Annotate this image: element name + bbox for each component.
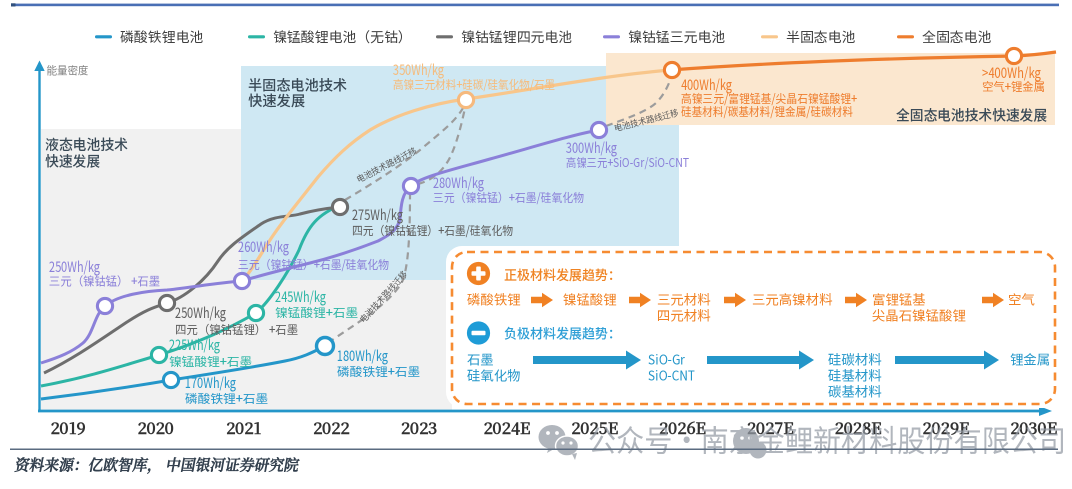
svg-text:275Wh/kg: 275Wh/kg [352,205,404,225]
svg-text:镍锰酸锂: 镍锰酸锂 [563,289,617,309]
svg-text:碳基材料: 碳基材料 [828,381,882,401]
svg-text:空气: 空气 [1008,289,1035,309]
svg-text:SiO-CNT: SiO-CNT [648,365,695,385]
svg-text:半固态电池技术: 半固态电池技术 [248,75,347,96]
svg-text:280Wh/kg: 280Wh/kg [433,173,485,193]
svg-text:170Wh/kg: 170Wh/kg [185,373,237,393]
svg-text:180Wh/kg: 180Wh/kg [337,346,389,366]
svg-text:负极材料发展趋势：: 负极材料发展趋势： [504,323,621,343]
svg-text:锂金属: 锂金属 [1010,349,1050,369]
svg-text:300Wh/kg: 300Wh/kg [566,138,618,158]
svg-text:富锂锰基: 富锂锰基 [872,289,926,309]
svg-text:空气+锂金属: 空气+锂金属 [982,78,1045,95]
svg-text:三元（镍钴锰）+石墨/硅氧化物: 三元（镍钴锰）+石墨/硅氧化物 [433,189,585,206]
svg-text:半固态电池: 半固态电池 [786,27,856,47]
svg-text:三元高镍材料: 三元高镍材料 [752,289,832,309]
svg-text:公众号·南京金鲤新材料股份有限公司: 公众号·南京金鲤新材料股份有限公司 [588,417,1066,461]
svg-text:2030E: 2030E [1010,416,1057,439]
svg-text:三元（镍钴锰）+石墨/硅氧化物: 三元（镍钴锰）+石墨/硅氧化物 [238,256,390,273]
svg-text:高镍三元+SiO-Gr/SiO-CNT: 高镍三元+SiO-Gr/SiO-CNT [566,154,689,171]
svg-text:磷酸铁锂: 磷酸铁锂 [467,289,521,309]
svg-text:镍钴锰锂四元电池: 镍钴锰锂四元电池 [461,27,572,47]
svg-text:快速发展: 快速发展 [248,90,305,111]
svg-text:高镍三元/富锂锰基/尖晶石镍锰酸锂+: 高镍三元/富锂锰基/尖晶石镍锰酸锂+ [681,90,857,107]
svg-text:快速发展: 快速发展 [45,151,100,172]
svg-text:2025E: 2025E [571,416,618,439]
svg-text:能量密度: 能量密度 [47,63,89,79]
svg-text:四元（镍钴锰锂）+石墨/硅氧化物: 四元（镍钴锰锂）+石墨/硅氧化物 [352,222,514,239]
svg-text:高镍三元材料+硅碳/硅氧化物/石墨: 高镍三元材料+硅碳/硅氧化物/石墨 [393,76,555,93]
svg-text:资料来源：亿欧智库， 中国银河证券研究院: 资料来源：亿欧智库， 中国银河证券研究院 [13,454,301,476]
svg-text:四元材料: 四元材料 [657,305,711,325]
svg-text:2023: 2023 [401,416,437,439]
svg-text:250Wh/kg: 250Wh/kg [49,257,101,277]
svg-text:镍锰酸锂电池（无钴）: 镍锰酸锂电池（无钴） [273,27,412,47]
svg-text:硅基材料: 硅基材料 [828,365,882,385]
svg-text:四元（镍钴锰锂） +石墨: 四元（镍钴锰锂） +石墨 [175,321,298,338]
svg-text:SiO-Gr: SiO-Gr [648,349,685,369]
svg-text:液态电池技术: 液态电池技术 [45,134,128,155]
svg-text:镍钴锰三元电池: 镍钴锰三元电池 [628,27,725,47]
svg-text:250Wh/kg: 250Wh/kg [175,303,227,323]
svg-text:镍锰酸锂+石墨: 镍锰酸锂+石墨 [169,353,252,370]
svg-text:磷酸铁锂电池: 磷酸铁锂电池 [120,27,203,47]
svg-text:尖晶石镍锰酸锂: 尖晶石镍锰酸锂 [872,305,966,325]
svg-text:260Wh/kg: 260Wh/kg [238,237,290,257]
svg-text:磷酸铁锂+石墨: 磷酸铁锂+石墨 [185,390,268,407]
svg-text:全固态电池技术快速发展: 全固态电池技术快速发展 [896,105,1047,126]
svg-text:2019: 2019 [51,416,86,439]
svg-text:2024E: 2024E [484,416,531,439]
svg-text:350Wh/kg: 350Wh/kg [393,60,445,80]
svg-text:三元（镍钴锰） +石墨: 三元（镍钴锰） +石墨 [49,273,160,290]
svg-text:三元材料: 三元材料 [657,289,711,309]
svg-text:硅基材料/碳基材料/锂金属/硅碳材料: 硅基材料/碳基材料/锂金属/硅碳材料 [681,103,853,120]
svg-text:磷酸铁锂+石墨: 磷酸铁锂+石墨 [337,363,420,380]
svg-text:245Wh/kg: 245Wh/kg [275,287,327,307]
svg-text:2027E: 2027E [747,416,794,439]
svg-text:2028E: 2028E [835,416,882,439]
svg-text:2022: 2022 [313,416,349,439]
svg-text:2020: 2020 [138,416,174,439]
svg-text:硅碳材料: 硅碳材料 [828,349,882,369]
svg-text:>400Wh/kg: >400Wh/kg [982,63,1042,83]
svg-text:2026E: 2026E [659,416,706,439]
svg-text:硅氧化物: 硅氧化物 [467,365,521,385]
svg-text:400Wh/kg: 400Wh/kg [681,75,733,95]
svg-text:镍锰酸锂+石墨: 镍锰酸锂+石墨 [275,304,358,321]
svg-text:正极材料发展趋势：: 正极材料发展趋势： [504,264,621,284]
svg-text:2021: 2021 [226,416,261,439]
svg-text:225Wh/kg: 225Wh/kg [169,335,221,355]
svg-text:全固态电池: 全固态电池 [921,27,992,47]
svg-text:2029E: 2029E [923,416,970,439]
svg-text:石墨: 石墨 [467,349,494,369]
